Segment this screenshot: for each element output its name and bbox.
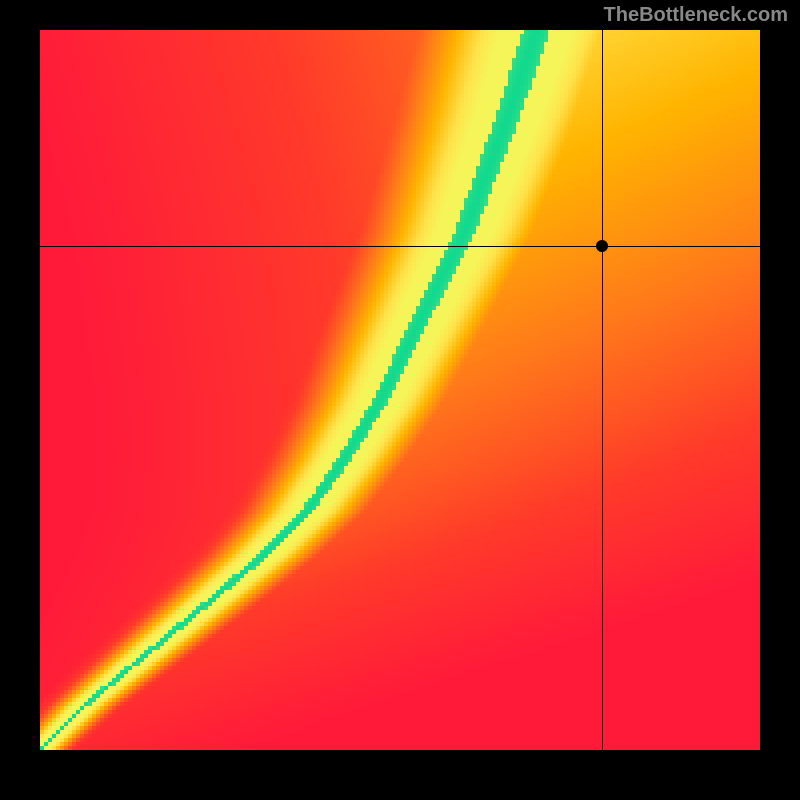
crosshair-marker [596,240,608,252]
crosshair-horizontal [40,246,760,247]
crosshair-vertical [602,30,603,750]
watermark-text: TheBottleneck.com [604,4,788,27]
heatmap-canvas [40,30,760,750]
heatmap-plot [40,30,760,750]
figure-root: TheBottleneck.com [0,0,800,800]
